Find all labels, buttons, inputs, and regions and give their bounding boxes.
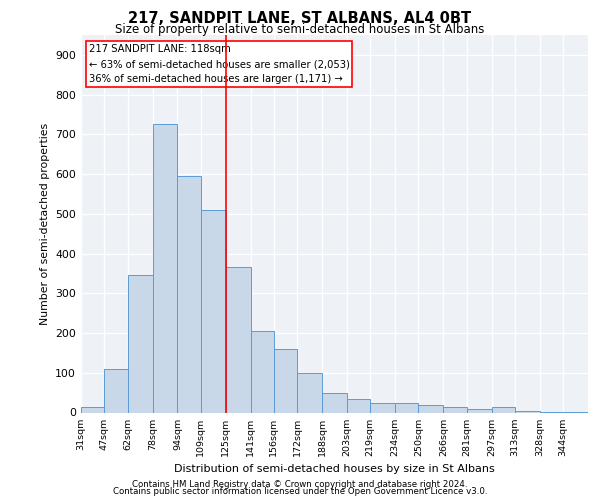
Bar (491, 406, 515, 412)
X-axis label: Distribution of semi-detached houses by size in St Albans: Distribution of semi-detached houses by … (174, 464, 495, 474)
Bar (178, 176, 201, 412)
Y-axis label: Number of semi-detached properties: Number of semi-detached properties (40, 122, 50, 325)
Bar (370, 402, 395, 412)
Bar (395, 402, 418, 412)
Bar (251, 331, 274, 412)
Text: Contains public sector information licensed under the Open Government Licence v3: Contains public sector information licen… (113, 487, 487, 496)
Bar (201, 210, 226, 412)
Bar (297, 373, 322, 412)
Bar (274, 349, 297, 412)
Bar (128, 276, 152, 412)
Bar (322, 392, 347, 412)
Bar (226, 268, 251, 412)
Text: Size of property relative to semi-detached houses in St Albans: Size of property relative to semi-detach… (115, 22, 485, 36)
Text: 217, SANDPIT LANE, ST ALBANS, AL4 0BT: 217, SANDPIT LANE, ST ALBANS, AL4 0BT (128, 11, 472, 26)
Text: 217 SANDPIT LANE: 118sqm
← 63% of semi-detached houses are smaller (2,053)
36% o: 217 SANDPIT LANE: 118sqm ← 63% of semi-d… (89, 44, 349, 84)
Bar (81, 406, 104, 412)
Bar (515, 410, 540, 412)
Bar (104, 369, 128, 412)
Bar (347, 398, 370, 412)
Bar (443, 406, 467, 412)
Bar (418, 406, 443, 412)
Bar (152, 124, 178, 412)
Text: Contains HM Land Registry data © Crown copyright and database right 2024.: Contains HM Land Registry data © Crown c… (132, 480, 468, 489)
Bar (467, 408, 491, 412)
